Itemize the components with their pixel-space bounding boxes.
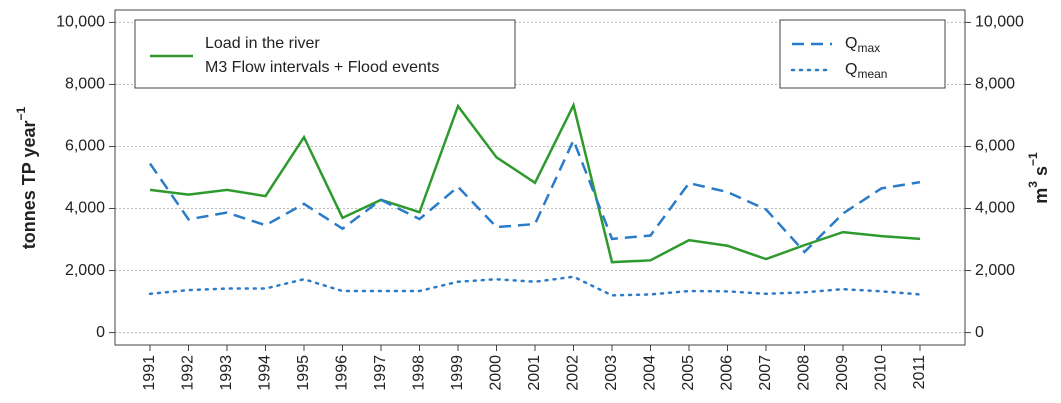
y-tick-label: 8,000	[65, 76, 105, 93]
legend-subscript: mean	[857, 67, 887, 81]
legend-name: Q	[845, 61, 857, 78]
x-tick-label: 2003	[603, 355, 620, 391]
y2-tick-label: 8,000	[975, 76, 1015, 93]
y2-label-sup2: −1	[1026, 152, 1040, 166]
y2-label-base: m	[1031, 188, 1051, 204]
series-line	[149, 101, 921, 264]
x-tick-label: 1992	[180, 355, 197, 391]
y-axis-label: tonnes TP year−1	[14, 106, 39, 249]
x-tick-label: 1993	[218, 355, 235, 391]
y2-tick-label: 0	[975, 324, 984, 341]
y2-label-base2: s	[1031, 166, 1051, 181]
y-tick-label: 2,000	[65, 262, 105, 279]
x-tick-label: 2001	[526, 355, 543, 391]
x-tick-label: 1997	[372, 355, 389, 391]
x-tick-label: 2000	[488, 355, 505, 391]
y2-tick-label: 6,000	[975, 138, 1015, 155]
x-tick-label: 1998	[411, 355, 428, 391]
y2-tick-label: 4,000	[975, 200, 1015, 217]
y-tick-label: 10,000	[56, 14, 105, 31]
y2-label-sup: 3	[1026, 181, 1040, 188]
y-tick-label: 0	[96, 324, 105, 341]
y2-tick-label: 2,000	[975, 262, 1015, 279]
series-line	[148, 275, 922, 297]
legend-label: M3 Flow intervals + Flood events	[205, 59, 439, 76]
x-tick-label: 2009	[834, 355, 851, 391]
legend-label: Load in the river	[205, 35, 320, 52]
legend-subscript: max	[857, 41, 880, 55]
legend-box	[134, 19, 516, 89]
y-label-sup: −1	[14, 106, 28, 120]
y2-axis-label: m3 s−1	[1026, 152, 1051, 204]
x-tick-label: 1999	[449, 355, 466, 391]
x-tick-label: 2007	[757, 355, 774, 391]
legend-label: Qmax	[845, 35, 880, 55]
x-tick-label: 1991	[141, 355, 158, 391]
y-label-text: tonnes TP year	[19, 120, 39, 249]
x-tick-label: 1994	[257, 355, 274, 391]
series-line	[148, 137, 921, 254]
y-tick-label: 4,000	[65, 200, 105, 217]
y-tick-label: 6,000	[65, 138, 105, 155]
x-tick-label: 2008	[796, 355, 813, 391]
x-tick-label: 1996	[334, 355, 351, 391]
x-tick-label: 2010	[873, 355, 890, 391]
legend-name: Q	[845, 35, 857, 52]
legend-box	[779, 19, 946, 89]
x-tick-label: 2002	[565, 355, 582, 391]
x-tick-label: 2006	[719, 355, 736, 391]
x-tick-label: 2011	[911, 355, 928, 390]
y2-tick-label: 10,000	[975, 14, 1024, 31]
plot-frame	[114, 9, 966, 346]
x-tick-label: 1995	[295, 355, 312, 391]
x-tick-label: 2004	[642, 355, 659, 391]
legend-label: Qmean	[845, 61, 887, 81]
x-tick-label: 2005	[680, 355, 697, 391]
